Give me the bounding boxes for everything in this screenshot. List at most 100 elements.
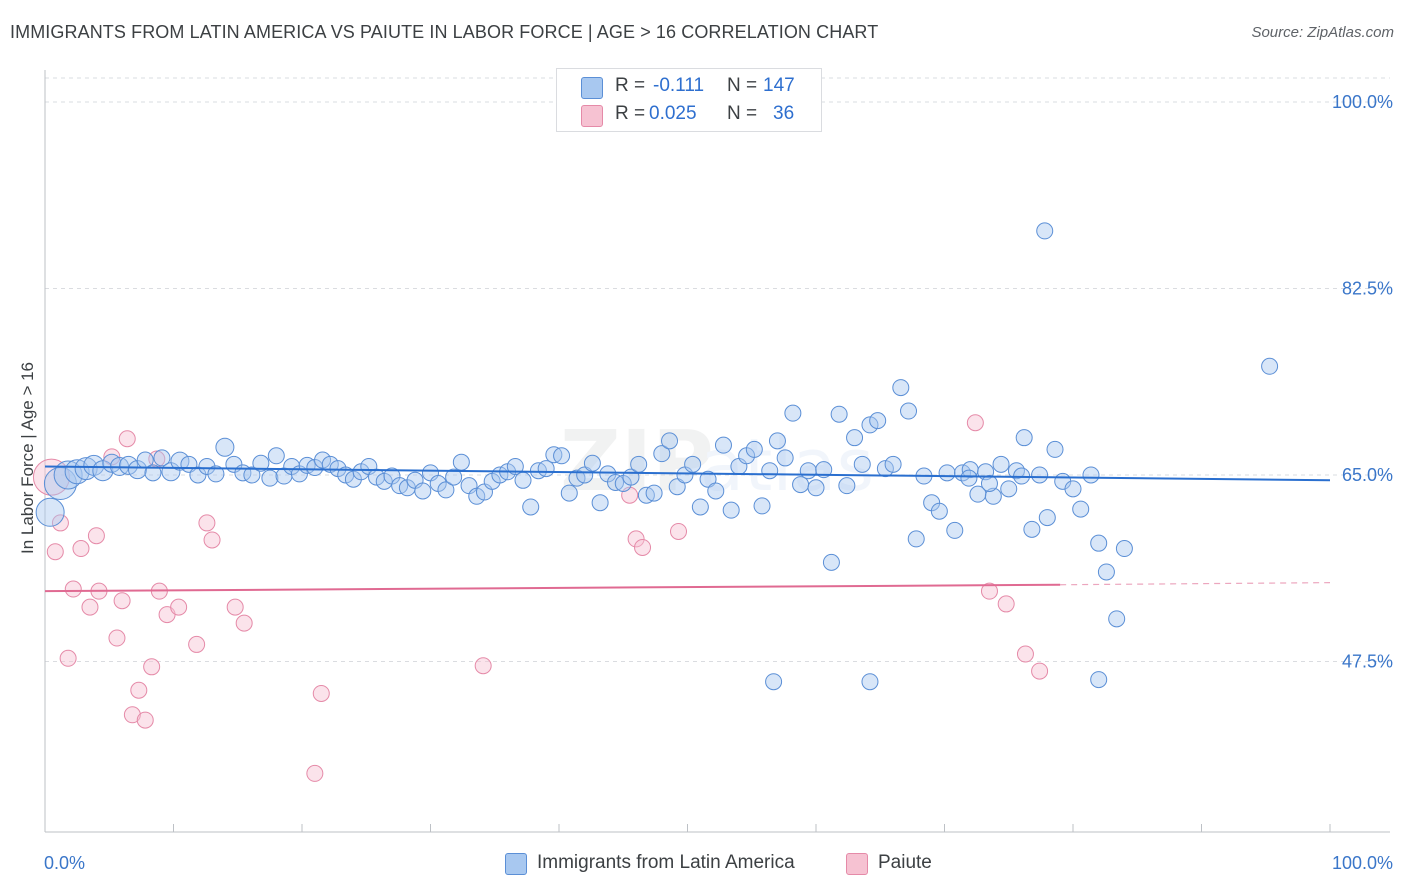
latin-america-point — [261, 469, 279, 487]
y-tick-label-3: 100.0% — [1332, 92, 1393, 112]
latin-america-point — [861, 673, 879, 691]
paiute-point — [474, 657, 492, 675]
paiute-point — [1031, 662, 1049, 680]
latin-america-point — [630, 455, 648, 473]
latin-america-point — [699, 470, 717, 488]
latin-america-point — [1064, 480, 1082, 498]
latin-america-point — [576, 466, 594, 484]
paiute-point — [123, 706, 141, 724]
latin-america-point — [838, 477, 856, 495]
legend-item-paiute: Paiute — [846, 852, 966, 878]
latin-america-point — [768, 432, 786, 450]
latin-america-point — [1036, 222, 1054, 240]
latin-america-point — [792, 476, 810, 494]
latin-america-point — [522, 498, 540, 516]
latin-america-point — [1090, 534, 1108, 552]
paiute-point — [1016, 645, 1034, 663]
latin-america-point — [776, 449, 794, 467]
paiute-point — [51, 514, 69, 532]
zipatlas-watermark: ZIP atlas — [560, 412, 874, 510]
latin-america-point — [583, 454, 601, 472]
latin-america-point — [1108, 610, 1126, 628]
latin-america-point — [869, 412, 887, 430]
paiute-point — [966, 414, 984, 432]
latin-america-point — [170, 451, 190, 471]
latin-america-point — [1090, 671, 1108, 689]
latin-america-point — [215, 437, 235, 457]
latin-america-trend-line — [44, 465, 1331, 482]
paiute-point — [59, 649, 77, 667]
paiute-point — [170, 598, 188, 616]
latin-america-point — [1072, 500, 1090, 518]
latin-america-point — [437, 481, 455, 499]
grid-lines — [45, 77, 1390, 662]
latin-america-point — [938, 464, 956, 482]
latin-america-point — [930, 502, 948, 520]
latin-america-point — [714, 436, 732, 454]
legend-item-latin-america: Immigrants from Latin America — [505, 852, 825, 878]
paiute-point — [72, 540, 90, 558]
latin-america-point — [876, 460, 894, 478]
paiute-point — [997, 595, 1015, 613]
latin-america-point — [892, 379, 910, 397]
source-label: Source: ZipAtlas.com — [1251, 24, 1394, 41]
latin-america-point — [1046, 440, 1064, 458]
latin-america-point — [900, 402, 918, 420]
latin-america-point — [267, 447, 285, 465]
latin-america-point — [861, 416, 879, 434]
paiute-point — [113, 592, 131, 610]
latin-america-point — [784, 404, 802, 422]
legend-label-paiute: Paiute — [878, 852, 932, 873]
latin-america-point — [853, 455, 871, 473]
latin-america-point — [946, 521, 964, 539]
paiute-point — [87, 527, 105, 545]
legend-swatch-pink — [846, 853, 868, 875]
latin-america-point — [537, 460, 555, 478]
n-value-pink: 36 — [773, 103, 795, 124]
latin-america-point — [1023, 520, 1041, 538]
watermark-zip: ZIP — [560, 412, 714, 510]
chart-title: IMMIGRANTS FROM LATIN AMERICA VS PAIUTE … — [10, 22, 879, 42]
latin-america-point — [684, 455, 702, 473]
latin-america-point — [1261, 357, 1279, 375]
latin-america-point — [1097, 563, 1115, 581]
latin-america-point — [1115, 540, 1133, 558]
latin-america-point — [765, 673, 783, 691]
paiute-point — [203, 531, 221, 549]
latin-america-point — [884, 455, 902, 473]
paiute-point — [118, 430, 136, 448]
paiute-point — [312, 684, 330, 702]
paiute-point — [634, 538, 652, 556]
y-tick-label-0: 47.5% — [1342, 651, 1393, 671]
latin-america-point — [153, 449, 171, 467]
latin-america-point — [1007, 462, 1025, 480]
latin-america-point — [960, 469, 978, 487]
latin-america-point — [722, 501, 740, 519]
latin-america-point — [74, 457, 98, 481]
latin-america-point — [414, 482, 432, 500]
latin-america-point — [445, 468, 463, 486]
paiute-trend-extension — [1060, 582, 1331, 586]
paiute-point — [81, 598, 99, 616]
paiute-point — [108, 629, 126, 647]
latin-america-point — [591, 494, 609, 512]
latin-america-point — [243, 466, 261, 484]
n-label-pink: N = — [727, 103, 758, 124]
paiute-point — [627, 530, 645, 548]
trend-lines — [44, 465, 1331, 593]
latin-america-point — [35, 497, 65, 527]
paiute-point — [198, 514, 216, 532]
latin-america-point — [799, 462, 817, 480]
latin-america-point — [553, 447, 571, 465]
axes — [44, 70, 1390, 833]
paiute-point — [130, 681, 148, 699]
latin-america-point — [830, 405, 848, 423]
paiute-point — [143, 658, 161, 676]
latin-america-point — [707, 482, 725, 500]
latin-america-point — [822, 553, 840, 571]
latin-america-points — [35, 222, 1279, 691]
r-value-pink: 0.025 — [649, 103, 697, 124]
latin-america-point — [119, 455, 139, 475]
latin-america-point — [514, 471, 532, 489]
legend-label-latin-america: Immigrants from Latin America — [537, 852, 795, 873]
